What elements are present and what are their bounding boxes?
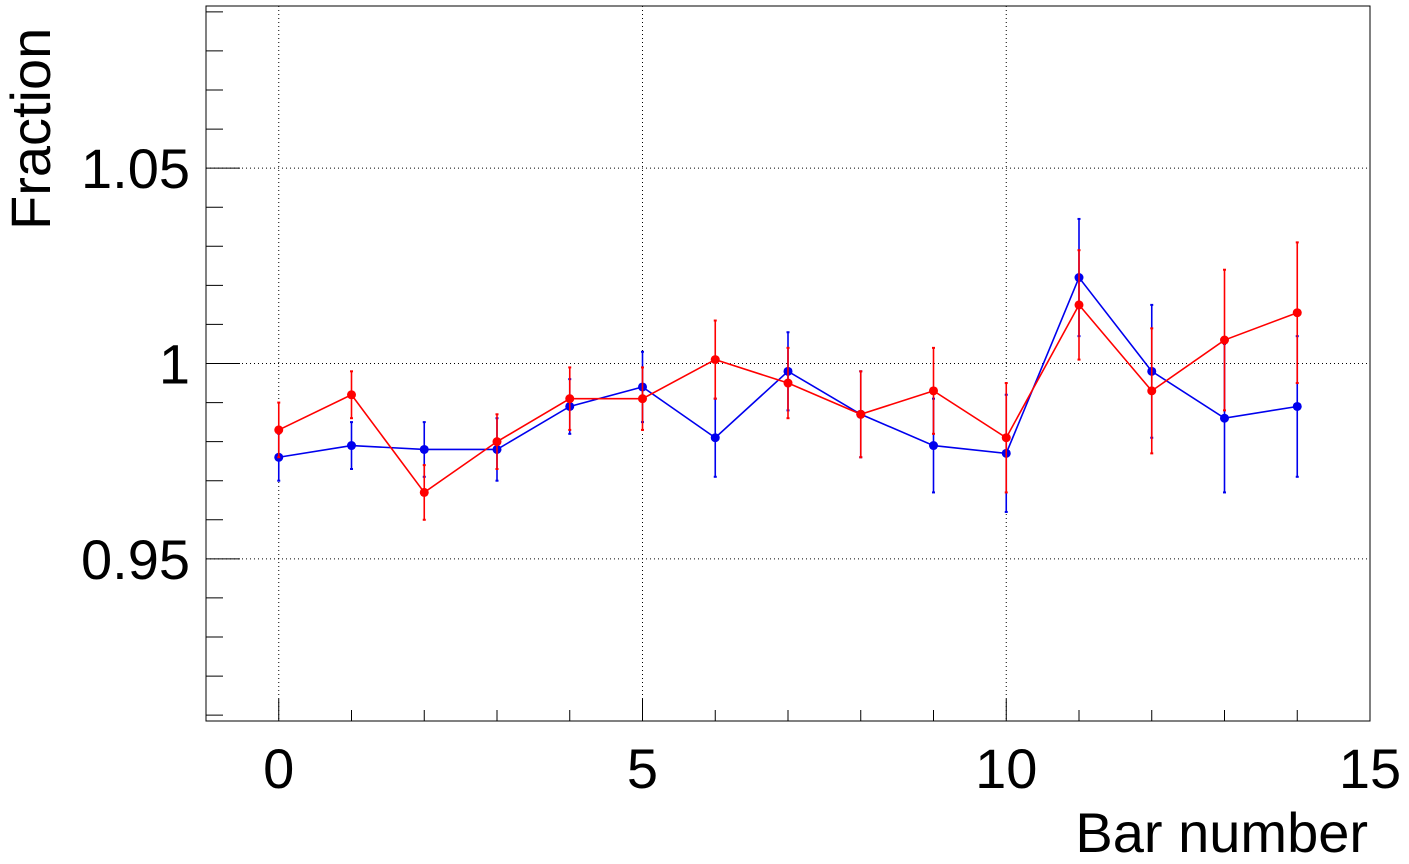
data-point — [1001, 433, 1011, 443]
data-point — [783, 378, 793, 388]
y-tick-label: 1 — [159, 333, 190, 396]
data-point — [347, 441, 356, 451]
x-tick-label: 10 — [975, 737, 1037, 800]
data-point — [492, 437, 502, 447]
data-point — [1074, 300, 1084, 310]
data-point — [1292, 308, 1302, 318]
data-point — [1147, 386, 1157, 396]
data-point — [710, 355, 720, 365]
series-2 — [274, 241, 1302, 521]
x-axis-label: Bar number — [1075, 801, 1368, 864]
data-point — [1292, 401, 1302, 411]
label-layer: Bar number Fraction — [0, 28, 1368, 864]
y-axis-label: Fraction — [0, 28, 62, 230]
data-point — [419, 444, 429, 454]
data-point — [419, 487, 429, 497]
tick-layer: 0 5 10 15 0.95 1 1.05 — [81, 11, 1401, 800]
data-point — [1220, 335, 1229, 345]
data-point — [565, 394, 575, 404]
data-point — [929, 441, 938, 451]
data-point — [347, 390, 356, 400]
data-point — [274, 425, 284, 435]
data-point — [1220, 413, 1229, 423]
data-point — [710, 433, 720, 443]
data-point — [929, 386, 938, 396]
x-tick-label: 5 — [627, 737, 658, 800]
data-point — [638, 394, 647, 404]
data-point — [856, 409, 866, 419]
y-tick-label: 1.05 — [81, 137, 190, 200]
x-tick-label: 15 — [1339, 737, 1401, 800]
x-tick-label: 0 — [263, 737, 294, 800]
y-tick-label: 0.95 — [81, 528, 190, 591]
series-layer — [274, 217, 1302, 521]
